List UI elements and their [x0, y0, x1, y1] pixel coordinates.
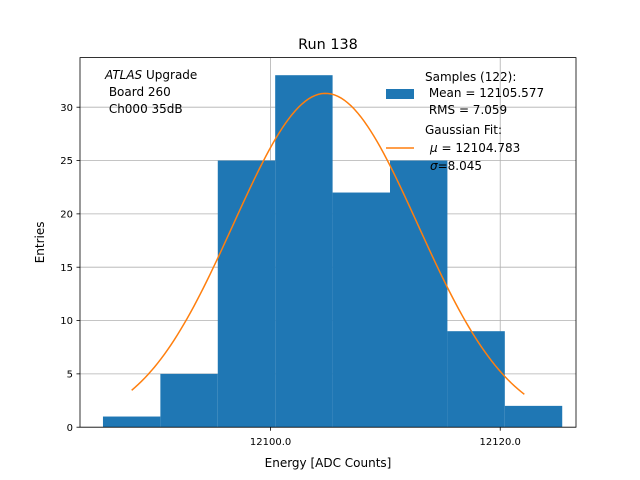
gaussian-fit: [131, 92, 525, 395]
histogram-bar-1: [102, 416, 161, 428]
y-tick-label: 20: [60, 209, 73, 220]
annotation-upgrade: Upgrade: [142, 68, 197, 82]
annotation-line-3: Ch000 35dB: [105, 102, 183, 116]
y-tick-label: 0: [67, 423, 73, 434]
legend-sigma-symbol: σ: [430, 159, 438, 173]
legend-mu-value: = 12104.783: [438, 141, 521, 155]
legend-samples-line-3: RMS = 7.059: [425, 103, 507, 117]
y-tick-label: 25: [60, 156, 73, 167]
annotation-atlas: ATLAS: [104, 68, 143, 82]
histogram-bar-8: [504, 405, 563, 428]
histogram-bars: [102, 75, 563, 428]
x-axis-ticks: 12100.0 12120.0: [250, 427, 521, 448]
histogram-bar-6: [390, 160, 448, 428]
x-tick-label: 12120.0: [480, 437, 521, 448]
legend-mu-symbol: μ: [429, 141, 438, 155]
x-tick-label: 12100.0: [250, 437, 291, 448]
plot-frame: [79, 57, 577, 428]
gaussian-fit-line: [131, 92, 525, 395]
legend-samples-swatch: [386, 89, 414, 99]
legend-fit-line-2: μ = 12104.783: [429, 141, 520, 155]
y-tick-label: 5: [67, 369, 73, 380]
legend-samples-line-2: Mean = 12105.577: [425, 86, 544, 100]
legend-sigma-value: =8.045: [438, 159, 482, 173]
histogram-bar-5: [332, 192, 390, 428]
legend: Samples (122): Mean = 12105.577 RMS = 7.…: [386, 70, 544, 173]
histogram-bar-3: [217, 160, 276, 428]
x-axis-label: Energy [ADC Counts]: [265, 456, 392, 470]
annotation-line-2: Board 260: [105, 85, 171, 99]
histogram-bar-4: [275, 75, 333, 428]
y-tick-label: 15: [60, 263, 73, 274]
legend-samples-line-1: Samples (122):: [425, 70, 516, 84]
legend-fit-line-3: σ=8.045: [430, 159, 482, 173]
histogram-bar-7: [447, 331, 505, 428]
y-axis-ticks: 0 5 10 15 20 25 30: [60, 103, 80, 434]
annotation-line-1: ATLAS Upgrade: [104, 68, 197, 82]
histogram-bar-2: [160, 373, 218, 428]
chart-title: Run 138: [298, 37, 358, 53]
y-tick-label: 10: [60, 316, 73, 327]
legend-fit-line-1: Gaussian Fit:: [425, 123, 502, 137]
y-tick-label: 30: [60, 103, 73, 114]
y-axis-label: Entries: [33, 222, 47, 264]
